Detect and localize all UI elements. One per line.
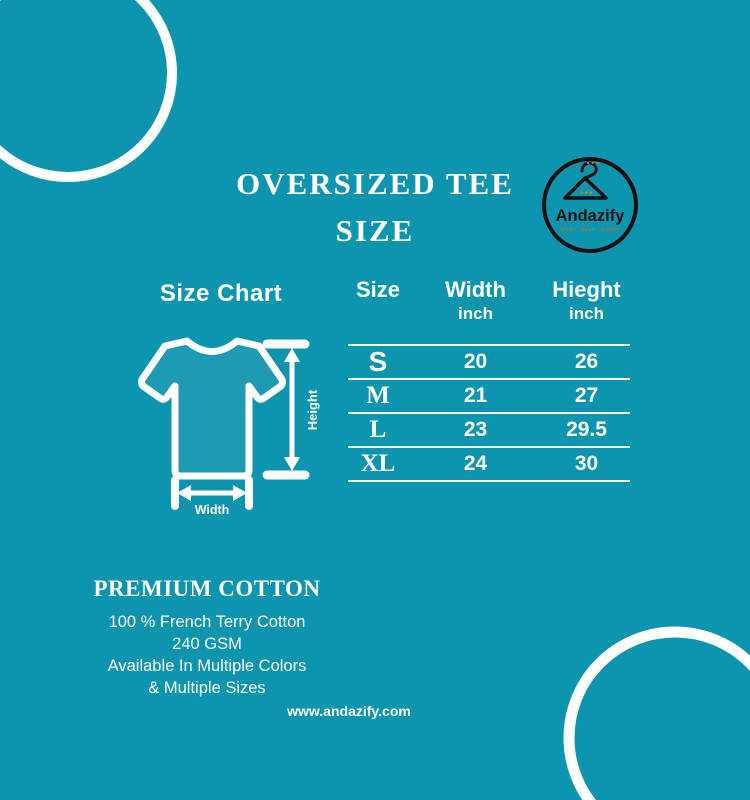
website-url: www.andazify.com <box>287 703 411 719</box>
size-value: L <box>369 416 387 443</box>
table-row: XL 24 30 <box>348 448 630 482</box>
detail-line: 100 % French Terry Cotton <box>108 613 306 631</box>
detail-line: 240 GSM <box>172 635 242 653</box>
height-value: 27 <box>574 384 599 407</box>
product-details: 100 % French Terry Cotton 240 GSM Availa… <box>27 611 387 699</box>
width-value: 20 <box>463 350 488 373</box>
tshirt-diagram: Height Width <box>138 337 320 517</box>
hanger-icon <box>563 161 608 200</box>
tshirt-outline <box>138 337 286 480</box>
brand-logo: Andazify Wear Your Andaz <box>540 155 640 255</box>
width-value: 21 <box>463 384 488 407</box>
poster-title-line2: SIZE <box>335 213 415 248</box>
height-arrow <box>262 339 310 480</box>
logo-ring <box>542 157 638 253</box>
height-value: 29.5 <box>566 418 607 441</box>
top-left-circle <box>0 0 177 182</box>
size-value: S <box>368 346 388 377</box>
size-table-header: Size Width Hieght <box>348 276 630 304</box>
height-value: 30 <box>574 452 599 475</box>
unit-width: inch <box>458 304 493 323</box>
logo-tagline-text: Wear Your Andaz <box>560 226 619 233</box>
height-label: Height <box>305 389 320 430</box>
size-value: M <box>366 382 390 409</box>
detail-line: Available In Multiple Colors <box>107 657 307 675</box>
column-header-width: Width <box>445 277 506 302</box>
table-row: L 23 29.5 <box>348 414 630 448</box>
column-header-size: Size <box>355 277 401 302</box>
size-value: XL <box>360 450 396 477</box>
width-label: Width <box>195 503 230 517</box>
size-table-units: inch inch <box>348 304 630 324</box>
premium-cotton-heading: PREMIUM COTTON <box>93 576 321 601</box>
size-table-rows: S 20 26 M 21 27 L 23 29.5 XL 24 30 <box>348 344 630 482</box>
width-value: 24 <box>463 452 488 475</box>
poster-title: OVERSIZED TEE SIZE <box>0 160 750 254</box>
logo-brand-text: Andazify <box>556 207 626 225</box>
column-header-height: Hieght <box>552 277 621 302</box>
height-value: 26 <box>574 350 599 373</box>
table-row: M 21 27 <box>348 380 630 414</box>
detail-line: & Multiple Sizes <box>148 679 266 697</box>
unit-height: inch <box>569 304 604 323</box>
width-value: 23 <box>463 418 488 441</box>
size-table: Size Width Hieght inch inch S 20 26 M 21… <box>348 276 630 482</box>
poster-title-line1: OVERSIZED TEE <box>236 166 514 201</box>
table-row: S 20 26 <box>348 346 630 380</box>
bottom-right-circle <box>563 626 750 800</box>
width-arrow <box>171 476 253 510</box>
unit-size <box>348 304 408 324</box>
size-chart-heading: Size Chart <box>159 280 283 307</box>
